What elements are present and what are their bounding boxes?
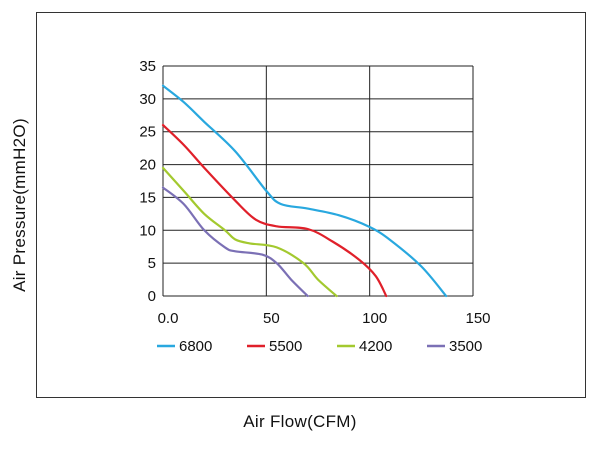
series-line-5500 [161,124,388,298]
x-tick-label: 50 [263,310,280,327]
x-tick-labels: 0.0 50 100 150 [158,310,491,327]
legend-label-6800: 6800 [179,338,212,355]
chart-frame [36,12,586,398]
series-line-4200 [161,166,338,298]
x-tick-label: 150 [465,310,490,327]
series-line-3500 [161,186,309,298]
legend: 6800 5500 4200 3500 [157,338,482,355]
y-tick-label: 5 [148,255,156,272]
y-tick-labels: 0 5 10 15 20 25 30 35 [139,58,156,305]
y-tick-label: 15 [139,189,156,206]
y-axis-label: Air Pressure(mmH2O) [10,118,29,292]
x-axis-label: Air Flow(CFM) [243,412,357,431]
series-line-6800 [161,84,448,298]
y-tick-label: 30 [139,91,156,108]
x-tick-label: 100 [362,310,387,327]
series-lines [161,84,448,298]
legend-label-4200: 4200 [359,338,392,355]
grid [162,65,474,297]
y-tick-label: 20 [139,157,156,174]
legend-label-3500: 3500 [449,338,482,355]
y-tick-label: 25 [139,124,156,141]
y-tick-label: 10 [139,222,156,239]
y-tick-label: 35 [139,58,156,75]
y-tick-label: 0 [148,288,156,305]
legend-label-5500: 5500 [269,338,302,355]
x-tick-label: 0.0 [158,310,179,327]
